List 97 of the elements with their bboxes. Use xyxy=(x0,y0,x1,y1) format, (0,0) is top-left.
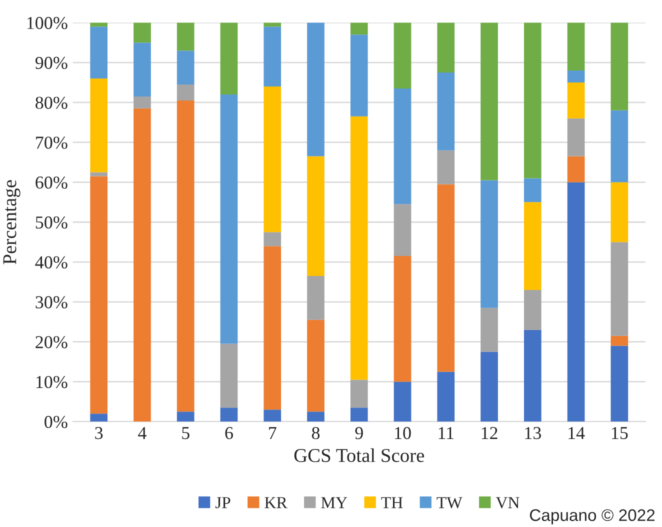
bar xyxy=(264,26,282,86)
bar xyxy=(90,172,108,176)
bar xyxy=(90,414,108,422)
bar xyxy=(524,202,542,290)
bar xyxy=(480,308,498,352)
bar xyxy=(524,22,542,178)
bar xyxy=(350,34,368,116)
bar xyxy=(220,94,238,344)
bar xyxy=(350,22,368,35)
y-tick-label: 40% xyxy=(35,256,68,269)
bar xyxy=(610,182,628,242)
bar xyxy=(176,100,194,412)
bar xyxy=(480,352,498,422)
bar xyxy=(264,86,282,232)
bar xyxy=(90,26,108,79)
bar xyxy=(437,372,455,422)
bar xyxy=(307,412,324,422)
bar xyxy=(307,276,324,320)
x-tick-label: 8 xyxy=(312,426,320,440)
x-tick-label: 4 xyxy=(138,427,146,439)
legend-label: TW xyxy=(436,497,462,508)
x-tick-label: 13 xyxy=(525,427,541,440)
bar xyxy=(134,108,151,422)
x-axis-title: GCS Total Score xyxy=(294,448,424,462)
y-tick-label: 50% xyxy=(36,216,68,229)
bar xyxy=(176,412,194,422)
legend-label: VN xyxy=(496,497,520,508)
bar xyxy=(264,410,282,422)
bar xyxy=(437,22,455,73)
x-tick-label: 6 xyxy=(225,427,233,440)
y-tick-label: 70% xyxy=(36,136,68,149)
bar xyxy=(176,22,194,51)
bar xyxy=(394,256,412,382)
y-tick-label: 100% xyxy=(27,16,68,30)
bar xyxy=(480,22,498,180)
bar xyxy=(134,42,151,96)
x-tick-label: 9 xyxy=(355,427,363,440)
bar xyxy=(350,116,368,380)
bar xyxy=(437,150,455,184)
bar xyxy=(220,408,238,422)
legend-label: MY xyxy=(321,497,348,508)
bar xyxy=(610,336,628,346)
bar xyxy=(610,242,628,336)
legend-label: KR xyxy=(264,497,288,508)
bar xyxy=(220,22,238,94)
bar xyxy=(134,96,151,108)
bar xyxy=(176,50,194,84)
y-tick-label: 90% xyxy=(35,56,68,70)
x-tick-label: 3 xyxy=(95,427,103,440)
bar xyxy=(307,320,324,412)
legend-label: JP xyxy=(216,497,230,508)
bar xyxy=(567,22,585,71)
bar xyxy=(264,232,282,246)
x-tick-label: 5 xyxy=(182,427,190,440)
bar xyxy=(220,344,238,408)
y-tick-label: 0% xyxy=(44,416,68,428)
x-tick-label: 10 xyxy=(395,426,411,440)
legend-label: TH xyxy=(381,497,403,508)
bar xyxy=(610,22,628,110)
bar xyxy=(90,78,108,172)
bar xyxy=(176,84,194,100)
bar xyxy=(524,178,542,202)
bar xyxy=(394,382,412,422)
bar xyxy=(307,156,324,276)
x-tick-label: 14 xyxy=(568,427,585,439)
bar xyxy=(524,330,542,422)
y-axis-title: Percentage xyxy=(3,180,20,264)
bar xyxy=(610,110,628,182)
x-tick-label: 15 xyxy=(612,427,628,440)
bar xyxy=(567,118,585,156)
bar xyxy=(437,72,455,150)
bar xyxy=(524,290,542,330)
bar xyxy=(134,22,151,43)
x-tick-label: 7 xyxy=(269,427,276,439)
bar xyxy=(567,70,585,82)
y-tick-label: 20% xyxy=(36,336,68,348)
bar xyxy=(350,408,368,422)
y-tick-label: 80% xyxy=(36,96,68,109)
bar xyxy=(307,22,324,156)
bar xyxy=(567,82,585,118)
x-tick-label: 12 xyxy=(482,427,498,439)
x-tick-label: 11 xyxy=(438,427,454,439)
bar xyxy=(567,182,585,422)
y-tick-label: 30% xyxy=(36,296,68,308)
y-tick-label: 60% xyxy=(36,176,68,189)
bar xyxy=(394,22,412,88)
bar xyxy=(480,180,498,308)
bar xyxy=(394,204,412,256)
bar xyxy=(90,176,108,414)
bar xyxy=(567,156,585,182)
bar xyxy=(350,380,368,408)
bar xyxy=(437,184,455,372)
text: Capuano © 2022 xyxy=(530,509,655,524)
bar xyxy=(264,246,282,410)
bar xyxy=(610,346,628,422)
y-tick-label: 10% xyxy=(36,376,68,388)
bar xyxy=(394,88,412,204)
